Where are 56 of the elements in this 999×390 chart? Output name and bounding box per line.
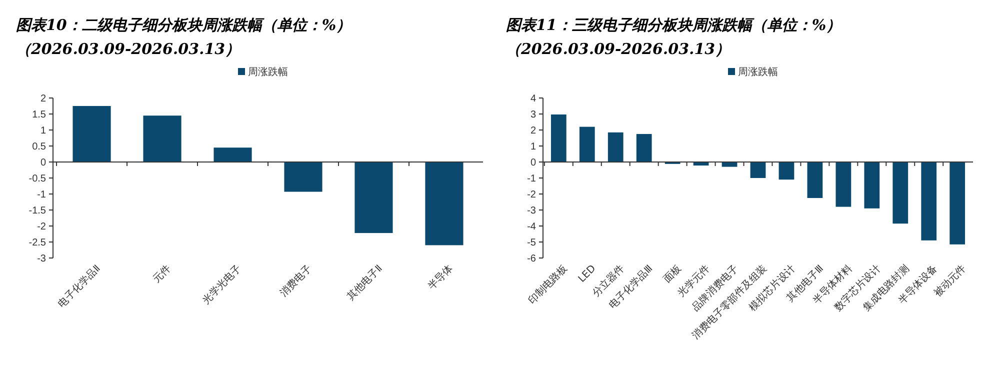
x-tick-label: 面板 [661, 262, 684, 286]
bar [778, 162, 794, 180]
bar [864, 162, 880, 208]
y-tick-label: -0.5 [28, 174, 46, 184]
y-tick-label: 0.5 [32, 142, 46, 152]
chart-title: 图表10：二级电子细分板块周涨跌幅（单位：%） [16, 16, 352, 34]
x-tick-label: 印制电路板 [526, 262, 570, 306]
bar [354, 162, 393, 234]
x-tick-label: 元件 [151, 263, 174, 286]
x-tick-label: 其他电子Ⅱ [344, 262, 385, 303]
bar [636, 134, 652, 162]
bar [950, 162, 966, 244]
bar [143, 116, 182, 162]
bar [807, 162, 823, 198]
bar [425, 162, 464, 246]
x-tick-label: LED [576, 263, 598, 285]
bar [579, 126, 595, 162]
chart-subtitle: （2026.03.09-2026.03.13） [16, 40, 240, 58]
bar [750, 162, 766, 178]
bar [608, 132, 624, 162]
chart-title: 图表11：三级电子细分板块周涨跌幅（单位：%） [506, 16, 842, 34]
y-tick-label: 1 [530, 142, 536, 152]
y-tick-label: 1 [40, 126, 46, 136]
y-tick-label: -4 [527, 222, 536, 232]
bar [284, 162, 322, 192]
x-tick-label: 光学光电子 [200, 262, 244, 306]
y-tick-label: -1 [37, 190, 46, 200]
y-tick-label: -2 [527, 190, 536, 200]
y-tick-label: 4 [530, 94, 536, 104]
y-tick-label: -3 [527, 206, 536, 216]
bar [836, 162, 852, 207]
bar [72, 106, 111, 162]
x-tick-label: 半导体 [426, 262, 456, 292]
y-tick-label: -1 [527, 174, 536, 184]
legend-label: 周涨跌幅 [248, 66, 288, 78]
y-tick-label: -3 [37, 254, 46, 264]
x-tick-label: 电子化学品Ⅱ [56, 262, 103, 310]
bar [722, 162, 738, 167]
bar [550, 114, 566, 162]
chart-subtitle: （2026.03.09-2026.03.13） [506, 40, 730, 58]
y-tick-label: 2 [530, 126, 536, 136]
y-tick-label: -2 [37, 222, 46, 232]
bar [892, 162, 908, 224]
bar [921, 162, 937, 240]
y-tick-label: 0 [530, 158, 536, 168]
y-tick-label: 0 [40, 158, 46, 168]
y-tick-label: 1.5 [32, 110, 46, 120]
y-tick-label: -2.5 [28, 238, 46, 248]
x-tick-label: 消费电子 [278, 262, 314, 300]
y-tick-label: -5 [527, 238, 536, 248]
bar [214, 148, 252, 162]
y-tick-label: 3 [530, 110, 536, 120]
y-tick-label: -6 [527, 254, 536, 264]
y-tick-label: -1.5 [28, 206, 46, 216]
legend-label: 周涨跌幅 [738, 66, 778, 78]
y-tick-label: 2 [40, 94, 46, 104]
